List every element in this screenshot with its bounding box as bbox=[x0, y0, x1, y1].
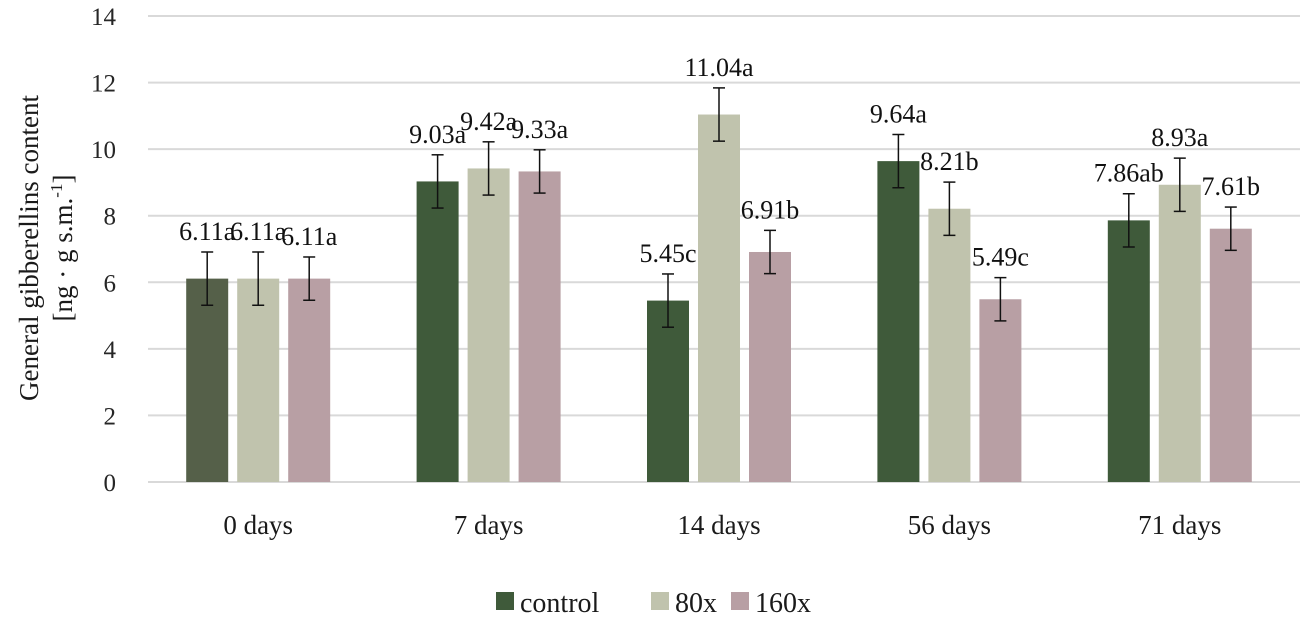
error-bar bbox=[1224, 206, 1237, 252]
bar-80x-1 bbox=[467, 168, 510, 482]
x-tick-label: 14 days bbox=[677, 510, 760, 540]
y-tick-label: 0 bbox=[104, 470, 117, 497]
bar-control-0 bbox=[186, 278, 229, 482]
data-label: 8.93a bbox=[1151, 123, 1209, 152]
bar-control-2 bbox=[647, 300, 689, 482]
bar-80x-4 bbox=[1158, 184, 1201, 482]
data-label: 6.11a bbox=[179, 217, 236, 246]
error-bar bbox=[303, 256, 316, 302]
legend-swatch-80x bbox=[651, 592, 669, 610]
data-labels: 6.11a6.11a6.11a9.03a9.42a9.33a5.45c11.04… bbox=[179, 53, 1260, 272]
bar-160x-2 bbox=[749, 251, 791, 482]
y-tick-label: 12 bbox=[91, 71, 116, 98]
y-axis-title-exponent: -1 bbox=[47, 184, 66, 198]
bar-control-1 bbox=[416, 181, 459, 482]
data-label: 5.45c bbox=[639, 239, 696, 268]
x-tick-label: 0 days bbox=[223, 510, 293, 540]
error-bar bbox=[764, 229, 776, 275]
error-bar bbox=[994, 276, 1007, 322]
data-label: 9.03a bbox=[409, 120, 467, 149]
y-axis-title-bracket: ] bbox=[48, 175, 78, 184]
y-axis-title-line1: General gibberellins content bbox=[14, 95, 44, 401]
legend-label-80x: 80x bbox=[675, 588, 717, 618]
bar-160x-3 bbox=[979, 299, 1022, 482]
error-bar bbox=[943, 181, 956, 237]
x-tick-label: 71 days bbox=[1138, 510, 1221, 540]
y-axis-ticks: 0 2 4 6 8 10 12 14 bbox=[91, 4, 117, 497]
error-bar bbox=[892, 133, 905, 189]
data-label: 9.64a bbox=[870, 99, 928, 128]
data-label: 7.61b bbox=[1202, 172, 1261, 201]
y-tick-label: 14 bbox=[91, 4, 117, 31]
y-axis-title-unit: [ng · g s.m. bbox=[48, 198, 78, 322]
error-bar bbox=[431, 154, 444, 209]
y-tick-label: 8 bbox=[104, 204, 117, 231]
bars bbox=[186, 114, 1252, 483]
bar-160x-0 bbox=[288, 278, 331, 482]
y-tick-label: 2 bbox=[104, 403, 117, 430]
legend-swatch-control bbox=[496, 592, 514, 610]
data-label: 6.11a bbox=[230, 217, 287, 246]
data-label: 6.91b bbox=[741, 195, 800, 224]
bar-80x-0 bbox=[237, 278, 280, 482]
error-bar bbox=[482, 141, 495, 196]
error-bar bbox=[201, 251, 214, 307]
bar-control-3 bbox=[877, 161, 920, 482]
x-tick-label: 7 days bbox=[454, 510, 524, 540]
legend: control 80x 160x bbox=[496, 588, 811, 618]
bar-80x-3 bbox=[928, 208, 971, 482]
data-label: 7.86ab bbox=[1094, 159, 1164, 188]
legend-label-control: control bbox=[520, 588, 600, 618]
y-tick-label: 4 bbox=[104, 337, 117, 364]
error-bar bbox=[533, 149, 546, 194]
error-bar bbox=[1173, 157, 1186, 213]
data-label: 9.33a bbox=[511, 115, 569, 144]
data-label: 8.21b bbox=[920, 147, 979, 176]
x-axis-categories: 0 days 7 days 14 days 56 days 71 days bbox=[223, 510, 1221, 540]
data-label: 9.42a bbox=[460, 107, 518, 136]
bar-160x-4 bbox=[1209, 228, 1252, 482]
bar-160x-1 bbox=[518, 171, 561, 483]
bar-80x-2 bbox=[698, 114, 740, 483]
data-label: 11.04a bbox=[684, 53, 754, 82]
error-bar bbox=[252, 251, 265, 307]
data-label: 5.49c bbox=[972, 243, 1029, 272]
error-bar bbox=[713, 87, 725, 142]
y-tick-label: 10 bbox=[91, 137, 116, 164]
y-tick-label: 6 bbox=[104, 270, 117, 297]
legend-swatch-160x bbox=[731, 592, 749, 610]
bar-control-4 bbox=[1107, 220, 1150, 483]
data-label: 6.11a bbox=[281, 222, 338, 251]
error-bars bbox=[201, 87, 1237, 328]
y-axis-title: General gibberellins content [ng · g s.m… bbox=[14, 95, 78, 401]
x-tick-label: 56 days bbox=[908, 510, 991, 540]
error-bar bbox=[662, 273, 674, 328]
error-bar bbox=[1122, 192, 1135, 248]
legend-label-160x: 160x bbox=[755, 588, 811, 618]
y-axis-title-line2: [ng · g s.m.-1] bbox=[47, 175, 78, 322]
